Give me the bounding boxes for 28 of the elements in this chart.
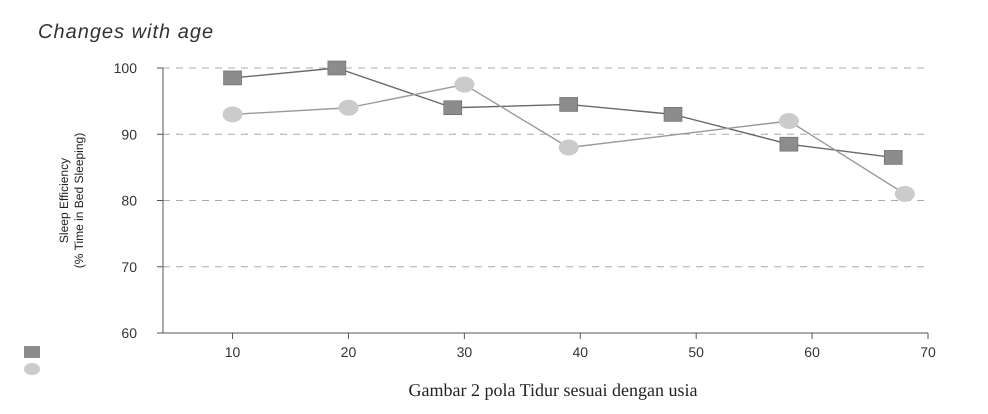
point xyxy=(222,106,243,122)
y-tick-label: 90 xyxy=(121,126,138,142)
x-tick-label: 60 xyxy=(804,344,820,360)
x-tick-label: 10 xyxy=(224,344,241,360)
x-tick-label: 50 xyxy=(688,344,704,360)
chart-title: Changes with age xyxy=(38,21,214,43)
point xyxy=(559,97,578,112)
x-tick-label: 40 xyxy=(572,344,588,360)
y-tick-label: 60 xyxy=(121,325,138,341)
point xyxy=(223,70,242,86)
y-axis-title: Sleep Efficiency (% Time in Bed Sleeping) xyxy=(57,132,86,268)
x-tick-label: 30 xyxy=(456,344,472,360)
x-tick-label: 70 xyxy=(920,344,936,360)
point xyxy=(664,107,682,122)
point xyxy=(338,100,358,116)
point xyxy=(884,150,903,165)
y-tick-label: 70 xyxy=(121,258,138,275)
point xyxy=(328,60,346,76)
point xyxy=(894,186,915,202)
x-tick-label: 20 xyxy=(340,344,356,360)
point xyxy=(454,76,474,93)
point xyxy=(778,113,799,129)
point xyxy=(780,136,798,152)
point xyxy=(443,100,462,116)
y-tick-label: 80 xyxy=(121,192,138,208)
text: Gambar 2 pola Tidur sesuai dengan usia xyxy=(408,380,698,400)
y-tick-label: 100 xyxy=(114,60,138,76)
point xyxy=(558,140,579,156)
